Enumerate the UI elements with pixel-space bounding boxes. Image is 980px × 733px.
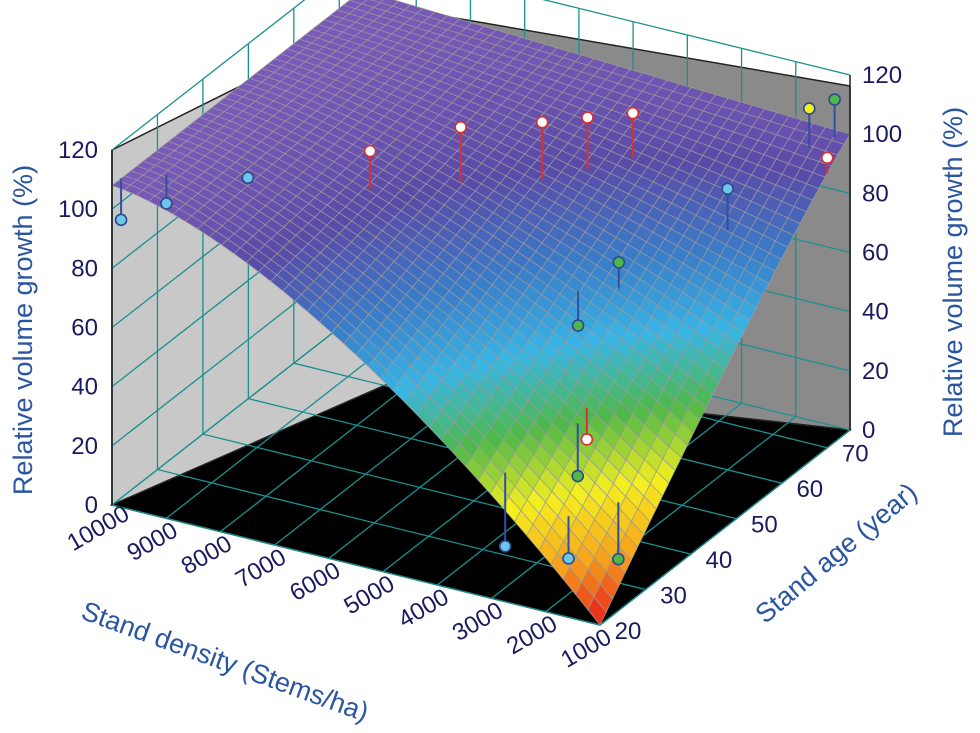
data-point — [114, 213, 128, 227]
data-point — [612, 552, 625, 566]
data-point — [820, 151, 834, 165]
z-axis-label-left: Relative volume growth (%) — [8, 165, 38, 495]
x-tick-label: 2000 — [502, 610, 562, 660]
y-axis-label: Stand age (year) — [750, 477, 923, 629]
data-point — [581, 111, 594, 124]
data-point — [241, 171, 255, 185]
x-axis-label: Stand density (Stems/ha) — [78, 596, 373, 728]
data-point — [612, 256, 626, 269]
z-axis-label-right: Relative volume growth (%) — [938, 107, 968, 437]
y-tick-label: 50 — [751, 512, 778, 539]
data-point — [562, 552, 575, 565]
x-tick-label: 10000 — [63, 500, 134, 557]
x-tick-label: 5000 — [339, 570, 399, 620]
z-tick-label-right: 0 — [862, 417, 875, 444]
y-tick-label: 20 — [615, 618, 642, 645]
data-point — [571, 319, 585, 332]
data-point — [498, 539, 512, 553]
data-point — [828, 93, 841, 106]
x-tick-label: 7000 — [231, 543, 291, 593]
z-tick-label-left: 0 — [85, 492, 98, 519]
z-tick-label-right: 40 — [862, 299, 889, 326]
z-tick-label-right: 100 — [862, 121, 902, 148]
z-tick-label-left: 60 — [71, 315, 98, 342]
y-tick-label: 40 — [706, 547, 733, 574]
data-point — [160, 197, 173, 210]
data-point — [363, 144, 377, 158]
surface-cell — [587, 596, 607, 626]
z-tick-label-left: 40 — [71, 374, 98, 401]
surface-layer — [111, 0, 851, 626]
y-tick-label: 70 — [842, 441, 869, 468]
floor-gridline-y — [111, 504, 601, 626]
x-tick-label: 4000 — [394, 583, 454, 633]
floor-gridline-x — [599, 429, 851, 626]
data-point — [571, 469, 585, 483]
x-tick-label: 8000 — [177, 530, 237, 580]
z-tick-label-left: 20 — [71, 433, 98, 460]
wall-gridline-z — [111, 0, 851, 151]
points-layer — [114, 93, 841, 566]
z-tick-label-right: 80 — [862, 180, 889, 207]
data-point — [580, 433, 594, 446]
z-tick-label-right: 120 — [862, 62, 902, 89]
z-tick-label-left: 120 — [58, 137, 98, 164]
data-point — [454, 120, 468, 134]
z-tick-label-right: 20 — [862, 358, 889, 385]
y-tick-label: 30 — [660, 583, 687, 610]
data-point — [721, 182, 734, 196]
data-point — [802, 102, 816, 115]
x-tick-label: 1000 — [556, 623, 616, 673]
y-tick-label: 60 — [796, 476, 823, 503]
data-point — [535, 115, 549, 129]
x-tick-label: 3000 — [448, 597, 508, 647]
z-tick-label-right: 60 — [862, 240, 889, 267]
z-tick-label-left: 100 — [58, 196, 98, 223]
z-tick-label-left: 80 — [71, 255, 98, 282]
data-point — [626, 106, 640, 120]
x-tick-label: 6000 — [285, 557, 345, 607]
